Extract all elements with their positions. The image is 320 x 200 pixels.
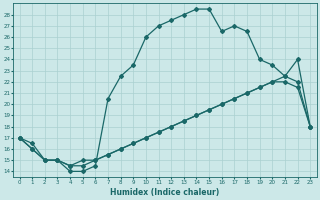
- X-axis label: Humidex (Indice chaleur): Humidex (Indice chaleur): [110, 188, 220, 197]
